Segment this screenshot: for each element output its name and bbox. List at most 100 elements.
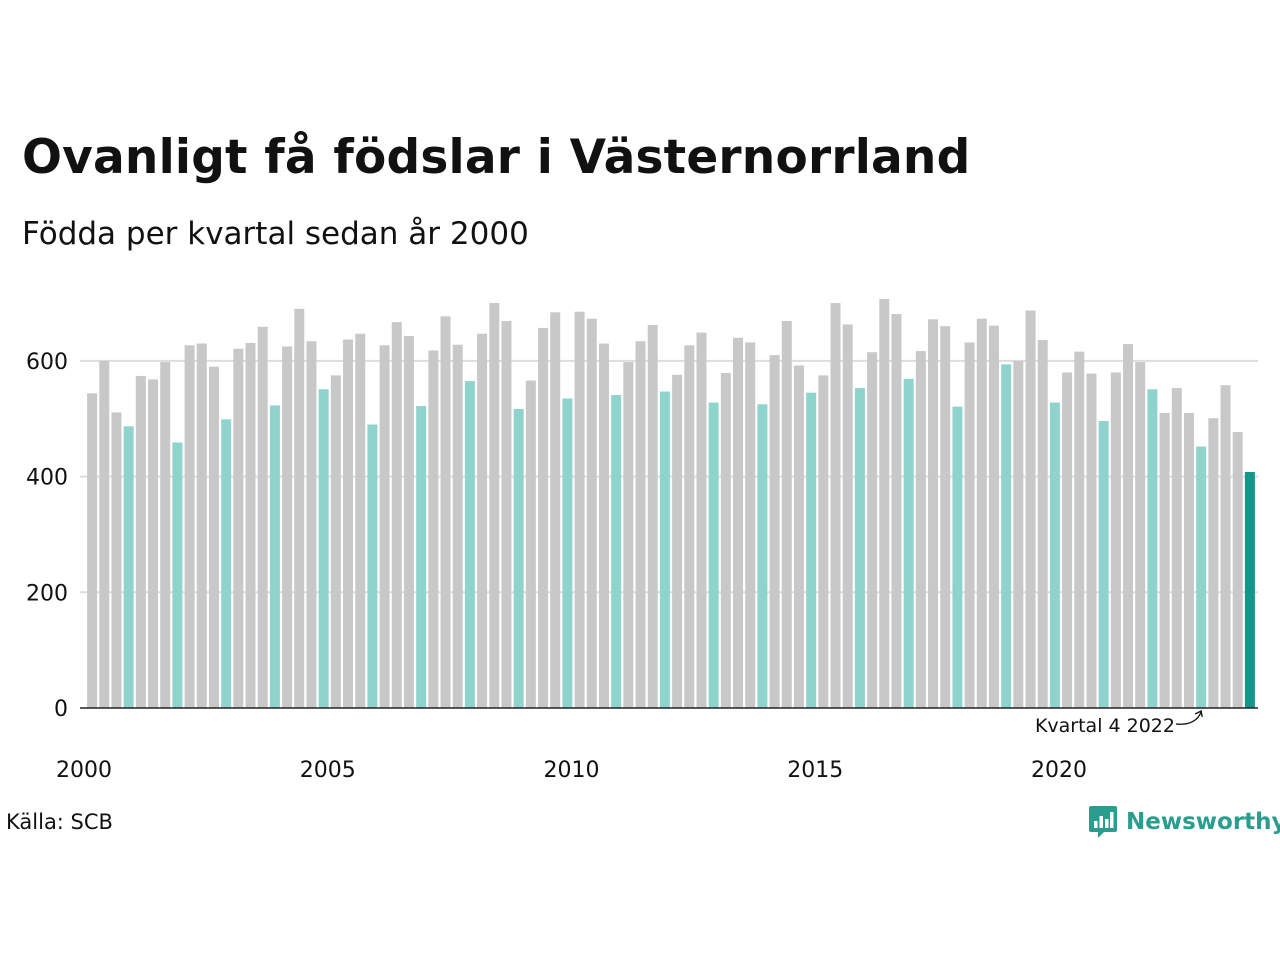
x-tick-label: 2010	[544, 758, 600, 783]
bar	[1183, 412, 1194, 708]
bar	[806, 392, 817, 708]
bar	[793, 365, 804, 708]
annotation-arrow	[1175, 710, 1203, 725]
bar	[196, 343, 207, 708]
bar	[538, 327, 549, 708]
bar	[1208, 418, 1219, 708]
bar	[1062, 372, 1073, 708]
bar	[440, 316, 451, 708]
bars	[87, 299, 1255, 708]
bar	[562, 398, 573, 708]
brand-name: Newsworthy	[1126, 809, 1280, 835]
bar	[1110, 372, 1121, 708]
bar	[672, 374, 683, 708]
y-tick-label: 200	[26, 581, 68, 606]
x-tick-label: 2015	[787, 758, 843, 783]
bar	[781, 320, 792, 708]
bar	[525, 380, 536, 708]
bar	[135, 375, 146, 708]
bar	[1098, 421, 1109, 708]
annotation-label: Kvartal 4 2022	[1035, 715, 1175, 737]
bar	[1049, 402, 1060, 708]
bar	[87, 393, 98, 708]
bar	[99, 360, 110, 708]
bar	[1074, 351, 1085, 708]
bar	[818, 375, 829, 708]
y-tick-label: 400	[26, 466, 68, 491]
bar	[208, 366, 219, 708]
bar	[148, 379, 159, 708]
bar	[233, 348, 244, 708]
bar	[1037, 340, 1048, 708]
bar	[647, 325, 658, 708]
bar	[367, 424, 378, 708]
bar	[842, 324, 853, 708]
chart-subtitle: Födda per kvartal sedan år 2000	[22, 216, 529, 252]
bar	[915, 351, 926, 708]
bar	[111, 412, 122, 708]
y-axis-ticks: 0 200 400 600	[26, 350, 68, 722]
bar	[1232, 432, 1243, 708]
bar	[891, 314, 902, 708]
bar	[586, 318, 597, 708]
bar	[903, 378, 914, 708]
bar	[733, 337, 744, 708]
bar	[403, 336, 414, 708]
bar	[611, 395, 622, 708]
bar	[343, 339, 354, 708]
bar	[282, 346, 293, 708]
bar	[318, 389, 329, 708]
bar	[306, 341, 317, 708]
bar	[598, 343, 609, 708]
bar	[1220, 385, 1231, 708]
bar	[257, 326, 268, 708]
bar	[428, 350, 439, 708]
bar	[452, 344, 463, 708]
bar	[1086, 373, 1097, 708]
source-note: Källa: SCB	[6, 810, 113, 834]
bar	[355, 333, 366, 708]
bar	[1013, 360, 1024, 708]
bar	[1147, 389, 1158, 708]
bar	[294, 308, 305, 708]
bar	[635, 341, 646, 708]
bar	[745, 342, 756, 708]
x-tick-label: 2005	[300, 758, 356, 783]
bar	[623, 362, 634, 708]
bar	[964, 342, 975, 708]
bar	[1196, 446, 1207, 708]
brand-logo: Newsworthy	[1088, 804, 1280, 840]
bar	[940, 326, 951, 708]
bar	[513, 408, 524, 708]
bar	[1244, 471, 1255, 708]
x-tick-label: 2000	[56, 758, 112, 783]
y-tick-label: 600	[26, 350, 68, 375]
bar	[879, 299, 890, 708]
bar	[550, 312, 561, 708]
bar	[1159, 412, 1170, 708]
bar	[489, 303, 500, 708]
bar	[928, 319, 939, 708]
bar	[501, 320, 512, 708]
bar	[867, 352, 878, 708]
bar	[830, 303, 841, 708]
bar	[1171, 388, 1182, 708]
bar	[952, 406, 963, 708]
bar	[757, 404, 768, 708]
bar	[769, 355, 780, 708]
bar	[574, 311, 585, 708]
bar	[184, 345, 195, 708]
bar	[379, 345, 390, 708]
bar	[269, 405, 280, 708]
bar	[160, 362, 171, 708]
bar	[720, 373, 731, 708]
bar	[1135, 362, 1146, 708]
bar	[391, 322, 402, 708]
bar	[1001, 364, 1012, 708]
bar	[684, 345, 695, 708]
annotation: Kvartal 4 2022	[1035, 710, 1203, 737]
bar	[221, 419, 232, 708]
bar	[988, 325, 999, 708]
bar	[696, 332, 707, 708]
